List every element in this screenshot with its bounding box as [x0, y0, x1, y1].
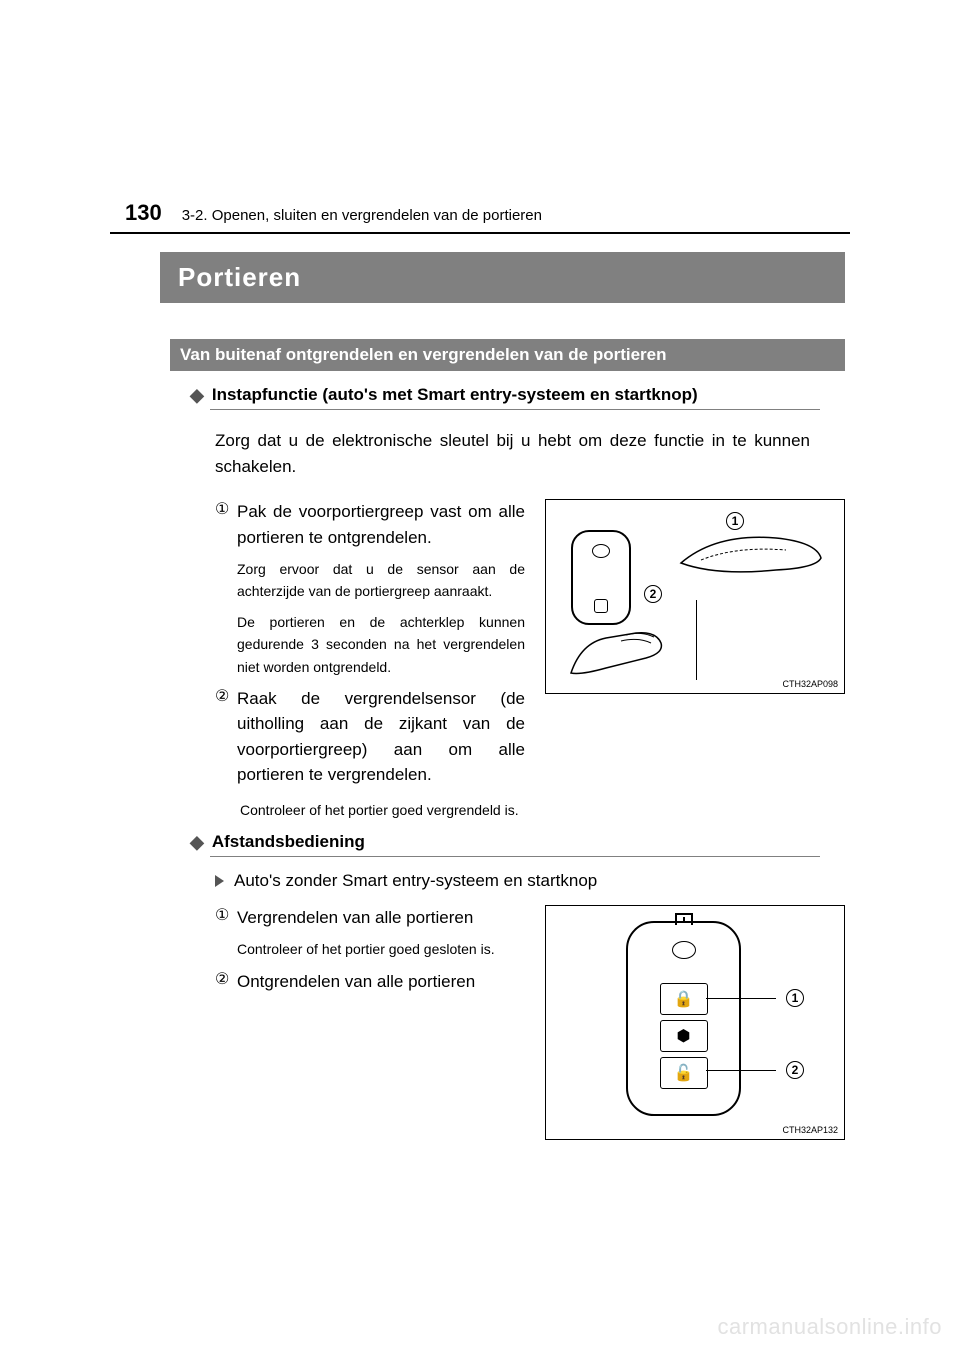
sub-bullet-row: Auto's zonder Smart entry-systeem en sta… — [215, 871, 810, 891]
unlock-button-icon: 🔓 — [660, 1057, 708, 1089]
heading-block-1: ◆ Instapfunctie (auto's met Smart entry-… — [190, 385, 810, 405]
guide-line — [696, 600, 697, 680]
figure-2: 🔒 ⬢ 🔓 1 2 CTH32AP132 — [545, 905, 845, 1140]
item-text-2: Raak de vergrendelsensor (de uitholling … — [237, 686, 525, 788]
heading-2-row: ◆ Afstandsbediening — [190, 832, 810, 852]
key-ring-icon — [675, 913, 693, 925]
header-divider — [110, 232, 850, 234]
item1-small2: De portieren en de achterklep kunnen ged… — [237, 611, 525, 678]
b2-item-marker-1: ① — [215, 905, 237, 961]
b2-item2-main: Ontgrendelen van alle portieren — [237, 972, 475, 991]
diamond-icon: ◆ — [190, 386, 204, 404]
smart-key-icon — [571, 530, 631, 625]
item1-small1: Zorg ervoor dat u de sensor aan de achte… — [237, 558, 525, 603]
subsection-title: Van buitenaf ontgrendelen en vergrendele… — [170, 339, 845, 371]
list-item: ② Ontgrendelen van alle portieren — [215, 969, 525, 995]
list-item: ② Raak de vergrendelsensor (de uithollin… — [215, 686, 525, 788]
b2-item1-small: Controleer of het portier goed gesloten … — [237, 938, 525, 960]
manual-page: 130 3-2. Openen, sluiten en vergrendelen… — [0, 0, 960, 1358]
callout-1: 1 — [726, 512, 744, 530]
breadcrumb: 3-2. Openen, sluiten en vergrendelen van… — [182, 207, 542, 224]
block1-columns: ① Pak de voorportiergreep vast om alle p… — [215, 499, 845, 796]
brand-logo-icon — [672, 941, 696, 959]
block1-item2-small: Controleer of het portier goed vergrende… — [240, 802, 810, 818]
list-item: ① Vergrendelen van alle portieren Contro… — [215, 905, 525, 961]
heading-1-divider — [210, 409, 820, 410]
section-title: Portieren — [160, 252, 845, 303]
key-button-icon — [594, 599, 608, 613]
list-item: ① Pak de voorportiergreep vast om alle p… — [215, 499, 525, 678]
block1-intro: Zorg dat u de elektronische sleutel bij … — [215, 428, 810, 479]
triangle-icon — [215, 875, 224, 887]
item-text-1: Pak de voorportiergreep vast om alle por… — [237, 499, 525, 678]
key-buttons: 🔒 ⬢ 🔓 — [660, 983, 708, 1094]
leader-line — [706, 1070, 776, 1071]
door-handle-icon — [676, 528, 826, 593]
figure-2-ref: CTH32AP132 — [782, 1125, 838, 1135]
b2-item-text-1: Vergrendelen van alle portieren Controle… — [237, 905, 525, 961]
diamond-icon: ◆ — [190, 833, 204, 851]
callout-2: 2 — [644, 585, 662, 603]
heading-1-row: ◆ Instapfunctie (auto's met Smart entry-… — [190, 385, 810, 405]
brand-logo-icon — [592, 544, 610, 558]
heading-1-text: Instapfunctie (auto's met Smart entry-sy… — [212, 385, 698, 405]
heading-2-text: Afstandsbediening — [212, 832, 365, 852]
leader-line — [706, 998, 776, 999]
lock-button-icon: 🔒 — [660, 983, 708, 1015]
item-marker-2: ② — [215, 686, 237, 788]
page-number: 130 — [125, 200, 162, 226]
item2-main: Raak de vergrendelsensor (de uitholling … — [237, 689, 525, 785]
block1-text-col: ① Pak de voorportiergreep vast om alle p… — [215, 499, 525, 796]
heading-2-divider — [210, 856, 820, 857]
page-header: 130 3-2. Openen, sluiten en vergrendelen… — [0, 200, 960, 226]
figure-1: 1 2 CTH32AP098 — [545, 499, 845, 694]
watermark: carmanualsonline.info — [717, 1314, 942, 1340]
b2-item-text-2: Ontgrendelen van alle portieren — [237, 969, 525, 995]
block2-columns: ① Vergrendelen van alle portieren Contro… — [215, 905, 845, 1140]
item-marker-1: ① — [215, 499, 237, 678]
b2-item1-main: Vergrendelen van alle portieren — [237, 908, 473, 927]
hand-touch-icon — [566, 613, 686, 683]
b2-callout-1: 1 — [786, 989, 804, 1007]
item1-main: Pak de voorportiergreep vast om alle por… — [237, 502, 525, 547]
heading-block-2: ◆ Afstandsbediening — [190, 832, 810, 852]
remote-key-icon: 🔒 ⬢ 🔓 — [626, 921, 741, 1116]
b2-item-marker-2: ② — [215, 969, 237, 995]
block2-text-col: ① Vergrendelen van alle portieren Contro… — [215, 905, 525, 1140]
trunk-button-icon: ⬢ — [660, 1020, 708, 1052]
sub-bullet-text: Auto's zonder Smart entry-systeem en sta… — [234, 871, 597, 891]
b2-callout-2: 2 — [786, 1061, 804, 1079]
figure-1-ref: CTH32AP098 — [782, 679, 838, 689]
